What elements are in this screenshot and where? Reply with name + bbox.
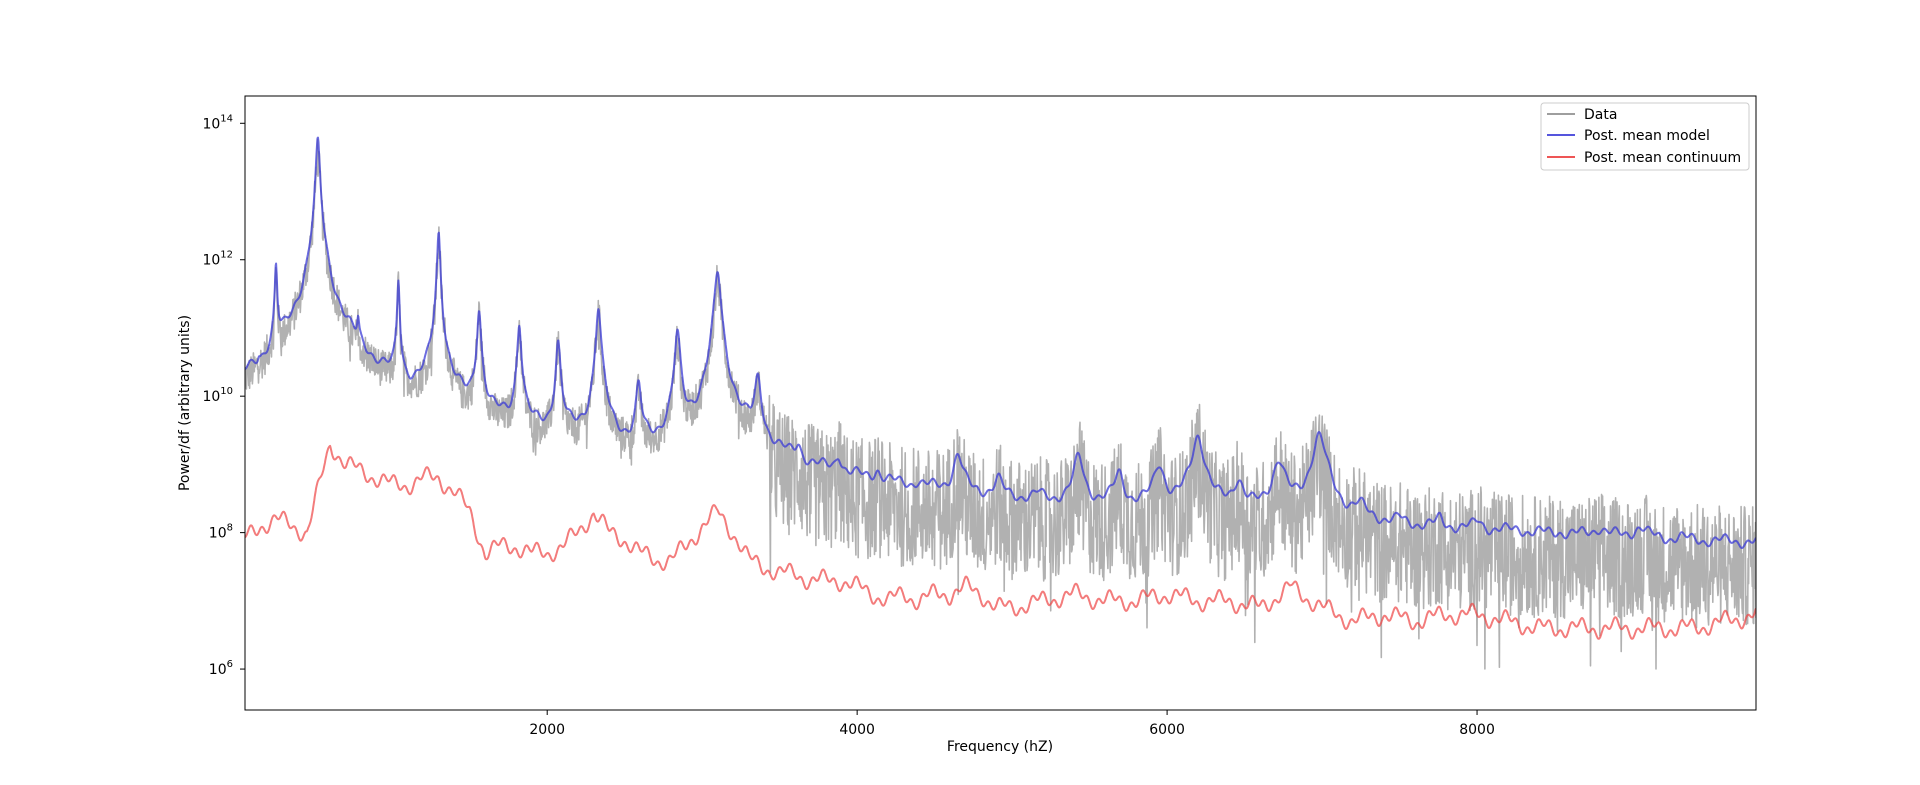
plot-frame	[244, 95, 1757, 711]
series-line-model	[245, 136, 1756, 549]
y-axis-label: Power/df (arbitrary units)	[177, 315, 193, 491]
x-tick-label-2: 6000	[1149, 722, 1185, 738]
legend-continuum-label: Post. mean continuum	[1584, 150, 1741, 166]
legend: Data Post. mean model Post. mean continu…	[1540, 102, 1750, 171]
x-tick-label-3: 8000	[1459, 722, 1495, 738]
legend-data-label: Data	[1584, 107, 1617, 123]
y-tick-label-2: 1010	[202, 386, 233, 405]
legend-box	[1540, 102, 1750, 171]
y-tick-label-0: 106	[209, 659, 233, 678]
x-axis-label: Frequency (hZ)	[947, 739, 1053, 755]
x-axis: 2000 4000 6000 8000	[529, 710, 1495, 738]
y-axis: 106 108 1010 1012 1014	[202, 113, 245, 678]
x-tick-label-0: 2000	[529, 722, 565, 738]
y-tick-label-3: 1012	[202, 250, 233, 269]
series-line-continuum	[245, 444, 1756, 640]
x-tick-label-1: 4000	[839, 722, 875, 738]
series-layer	[245, 136, 1756, 670]
y-tick-label-1: 108	[209, 523, 233, 542]
legend-model-label: Post. mean model	[1584, 128, 1710, 144]
y-tick-label-4: 1014	[202, 113, 233, 132]
